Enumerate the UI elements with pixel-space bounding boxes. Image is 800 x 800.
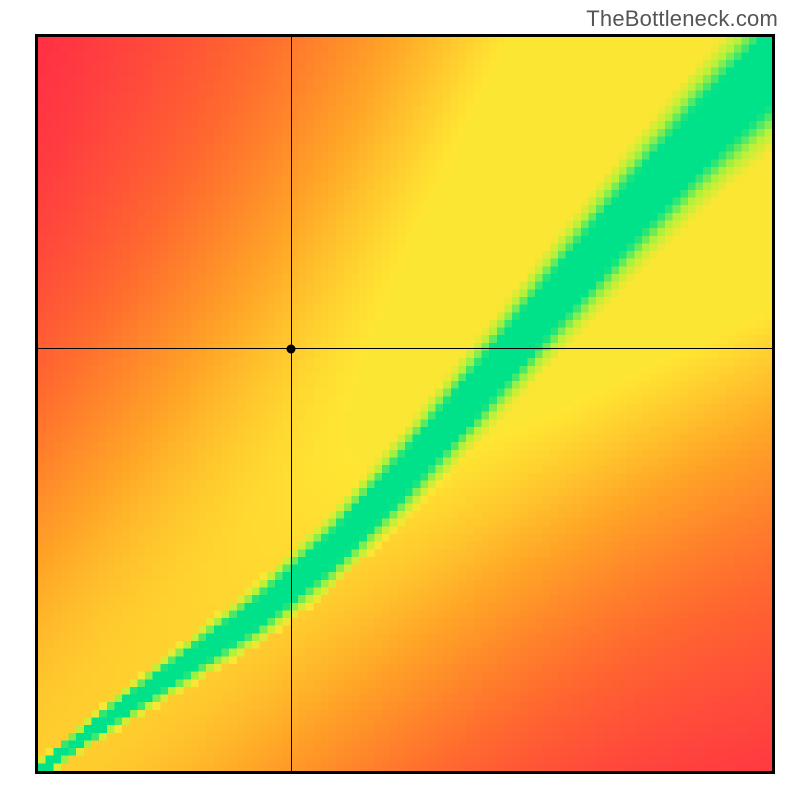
watermark-text: TheBottleneck.com bbox=[586, 6, 778, 32]
plot-frame bbox=[35, 34, 775, 774]
chart-container: TheBottleneck.com bbox=[0, 0, 800, 800]
crosshair-horizontal bbox=[38, 348, 772, 349]
crosshair-marker bbox=[287, 344, 296, 353]
heatmap-canvas bbox=[38, 37, 772, 771]
crosshair-vertical bbox=[291, 37, 292, 771]
